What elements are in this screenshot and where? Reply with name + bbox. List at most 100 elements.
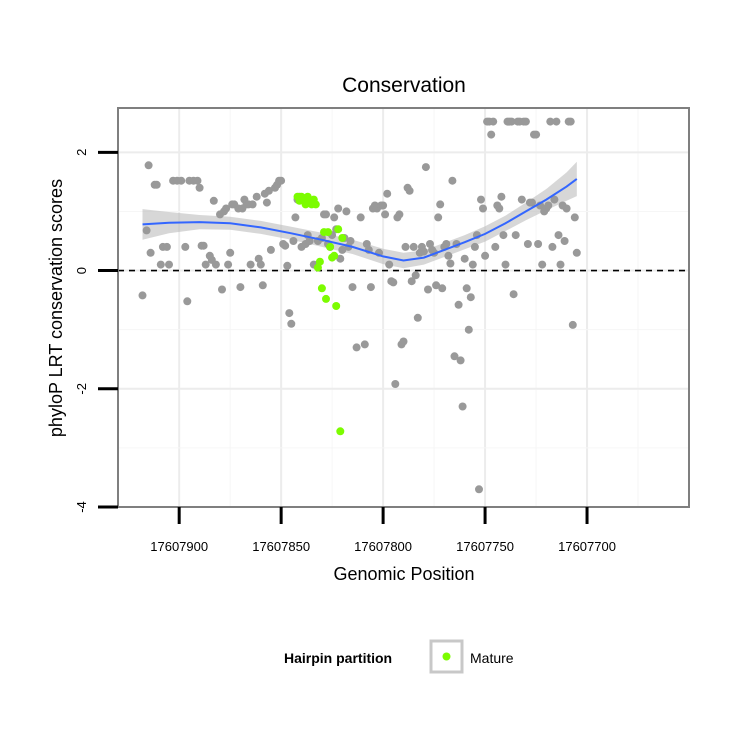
data-point [183, 297, 192, 306]
data-point [534, 240, 543, 248]
data-point [287, 319, 296, 328]
data-point [222, 204, 231, 213]
data-point [462, 284, 471, 293]
data-point [218, 285, 226, 294]
data-point [487, 130, 496, 139]
data-point [195, 183, 204, 192]
data-point [521, 117, 530, 126]
data-point [352, 343, 361, 352]
data-point [285, 309, 294, 318]
data-point [499, 231, 508, 240]
x-tick-label: 17607900 [150, 539, 208, 554]
data-point [366, 283, 375, 292]
data-point [256, 260, 265, 269]
data-point [468, 260, 477, 269]
data-point [566, 117, 575, 126]
data-point [381, 210, 390, 219]
data-point [538, 260, 547, 269]
data-point [226, 248, 235, 257]
data-point [156, 260, 165, 269]
data-point [409, 242, 418, 251]
data-point [481, 251, 490, 260]
y-tick-label: -2 [74, 383, 89, 395]
data-point [162, 242, 171, 251]
data-point [266, 245, 275, 254]
data-point [477, 195, 485, 204]
data-point [142, 226, 151, 235]
data-point [146, 248, 155, 257]
data-point [395, 210, 404, 219]
data-point [556, 260, 565, 269]
data-point [193, 176, 202, 185]
data-point [438, 284, 447, 293]
data-point [444, 251, 453, 260]
y-tick-label: -4 [74, 501, 89, 513]
plot-area [118, 108, 689, 507]
data-point [348, 283, 357, 292]
mature-data-point [311, 200, 320, 209]
legend-label-mature: Mature [470, 650, 514, 666]
data-point [360, 340, 369, 349]
legend: Hairpin partition Mature [284, 639, 514, 674]
data-point [224, 260, 233, 269]
mature-data-point [330, 251, 339, 260]
data-point [334, 204, 343, 213]
mature-data-point [317, 284, 326, 293]
data-point [572, 248, 581, 257]
x-tick-label: 17607800 [354, 539, 412, 554]
data-point [489, 117, 498, 126]
data-point [405, 186, 414, 195]
mature-data-point [324, 228, 332, 237]
data-point [475, 485, 483, 494]
data-point [264, 186, 273, 195]
data-point [411, 271, 420, 280]
data-point [501, 260, 510, 269]
data-point [283, 261, 292, 270]
data-point [421, 163, 430, 172]
smooth-line-layer [142, 178, 578, 262]
data-point [466, 293, 475, 302]
data-point [517, 195, 526, 204]
data-point [454, 300, 463, 309]
data-point [209, 196, 218, 205]
data-point [281, 241, 290, 250]
data-point [548, 242, 557, 251]
data-point [560, 237, 569, 245]
data-point [262, 198, 271, 207]
chart-title: Conservation [342, 74, 466, 97]
data-point [165, 260, 173, 269]
data-point [252, 192, 261, 201]
data-point [246, 260, 255, 269]
data-point [346, 237, 355, 245]
smooth-line [142, 178, 578, 262]
data-point [436, 200, 445, 209]
mature-data-point [322, 294, 330, 303]
y-axis: -4 -2 0 2 [74, 149, 118, 513]
data-point [554, 231, 563, 240]
x-tick-label: 17607850 [252, 539, 310, 554]
data-point [419, 247, 428, 256]
data-point [511, 231, 520, 240]
data-point [379, 201, 388, 210]
data-point [181, 242, 190, 251]
data-point [458, 402, 467, 411]
data-point [401, 242, 410, 251]
data-point [356, 213, 365, 222]
data-point [144, 161, 153, 170]
data-point [258, 281, 267, 290]
x-tick-label: 17607700 [558, 539, 616, 554]
x-axis-title: Genomic Position [333, 564, 474, 584]
points-layer [138, 117, 581, 494]
legend-title: Hairpin partition [284, 650, 392, 666]
data-point [342, 207, 351, 216]
data-point [305, 237, 314, 245]
data-point [152, 180, 161, 189]
data-point [391, 380, 400, 388]
data-point [338, 245, 347, 254]
mature-data-point [336, 427, 345, 436]
data-point [523, 240, 532, 248]
data-point [211, 260, 220, 269]
data-point [495, 204, 504, 213]
data-point [570, 213, 579, 222]
plot-panel [117, 107, 690, 508]
